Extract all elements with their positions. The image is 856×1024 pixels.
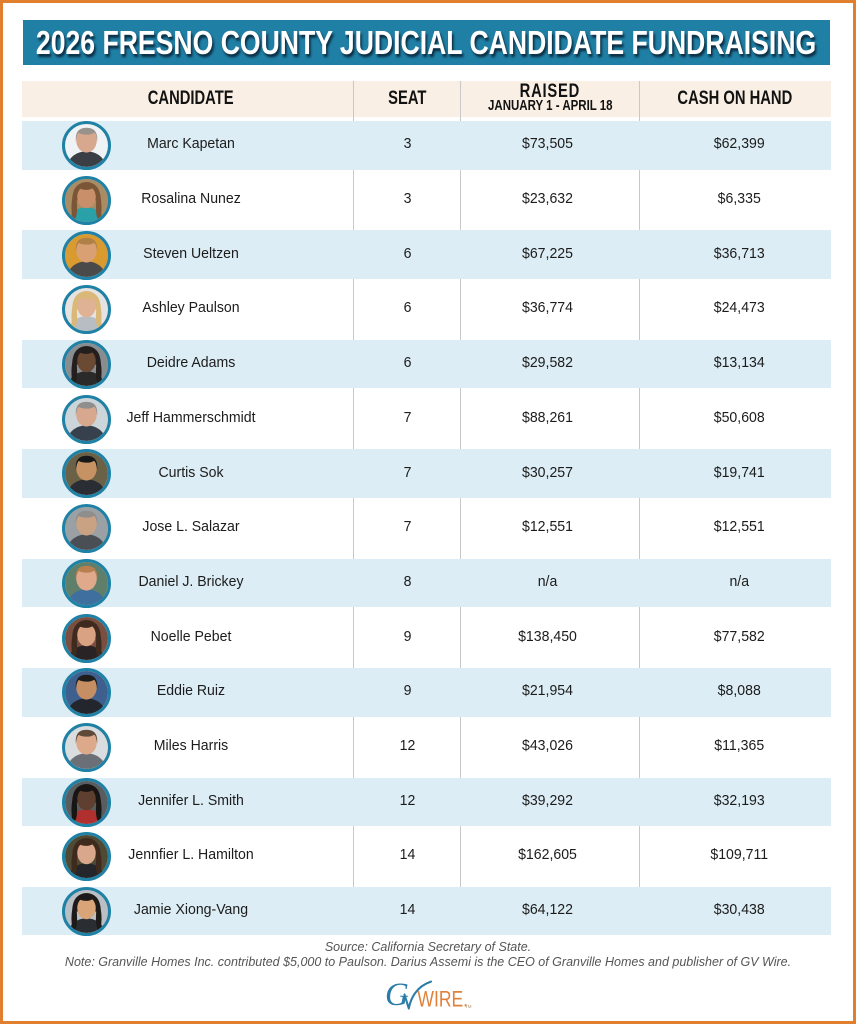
svg-text:WIRE.: WIRE. <box>417 988 468 1013</box>
svg-text:TM: TM <box>465 1004 472 1009</box>
